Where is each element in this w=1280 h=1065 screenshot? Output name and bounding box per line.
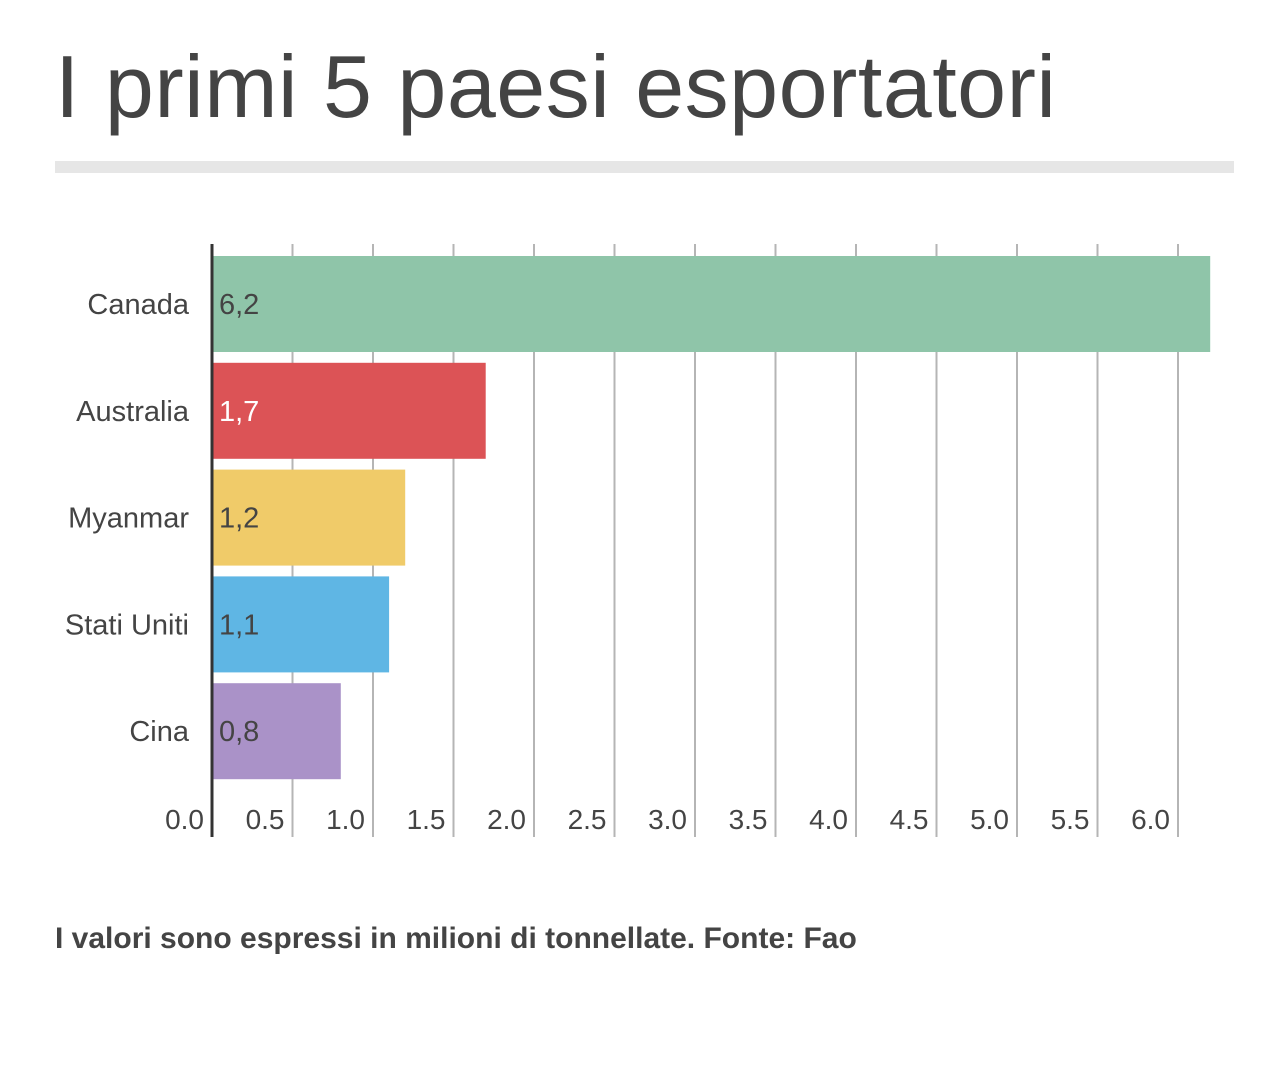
- footnote: I valori sono espressi in milioni di ton…: [55, 922, 857, 955]
- category-label: Canada: [87, 289, 189, 321]
- x-tick-label: 3.5: [729, 804, 768, 835]
- bar-cina: [212, 683, 341, 780]
- bar-australia: [212, 362, 486, 459]
- x-tick-label: 0.0: [165, 804, 204, 835]
- value-label: 1,2: [219, 503, 259, 535]
- bar-myanmar: [212, 469, 406, 566]
- x-tick-label: 6.0: [1131, 804, 1170, 835]
- value-label: 0,8: [219, 716, 259, 748]
- x-tick-label: 1.5: [407, 804, 446, 835]
- title-divider: [55, 161, 1234, 173]
- bar-chart: 0.0 0.5 1.0 1.5 2.0 2.5 3.0 3.5 4.0 4.5 5.0 5.5 6.0 C…: [65, 244, 1211, 837]
- x-tick-label: 5.0: [970, 804, 1009, 835]
- category-label: Myanmar: [68, 503, 189, 535]
- bar-canada: [212, 256, 1211, 352]
- x-tick-label: 2.0: [487, 804, 526, 835]
- x-tick-label: 3.0: [648, 804, 687, 835]
- value-label: 6,2: [219, 289, 259, 321]
- x-tick-label: 4.0: [809, 804, 848, 835]
- x-tick-label: 1.0: [326, 804, 365, 835]
- x-tick-label: 4.5: [890, 804, 929, 835]
- bar-stati-uniti: [212, 576, 390, 673]
- x-tick-label: 5.5: [1051, 804, 1090, 835]
- value-label: 1,7: [219, 396, 259, 428]
- labels: 0.0 0.5 1.0 1.5 2.0 2.5 3.0 3.5 4.0 4.5 5.0 5.5 6.0 C…: [65, 289, 1170, 835]
- category-label: Stati Uniti: [65, 609, 189, 641]
- category-label: Australia: [76, 396, 190, 428]
- x-tick-label: 2.5: [568, 804, 607, 835]
- chart-title: I primi 5 paesi esportatori: [55, 37, 1057, 136]
- category-label: Cina: [129, 716, 190, 748]
- x-tick-label: 0.5: [246, 804, 285, 835]
- value-label: 1,1: [219, 609, 259, 641]
- bars: [212, 256, 1211, 780]
